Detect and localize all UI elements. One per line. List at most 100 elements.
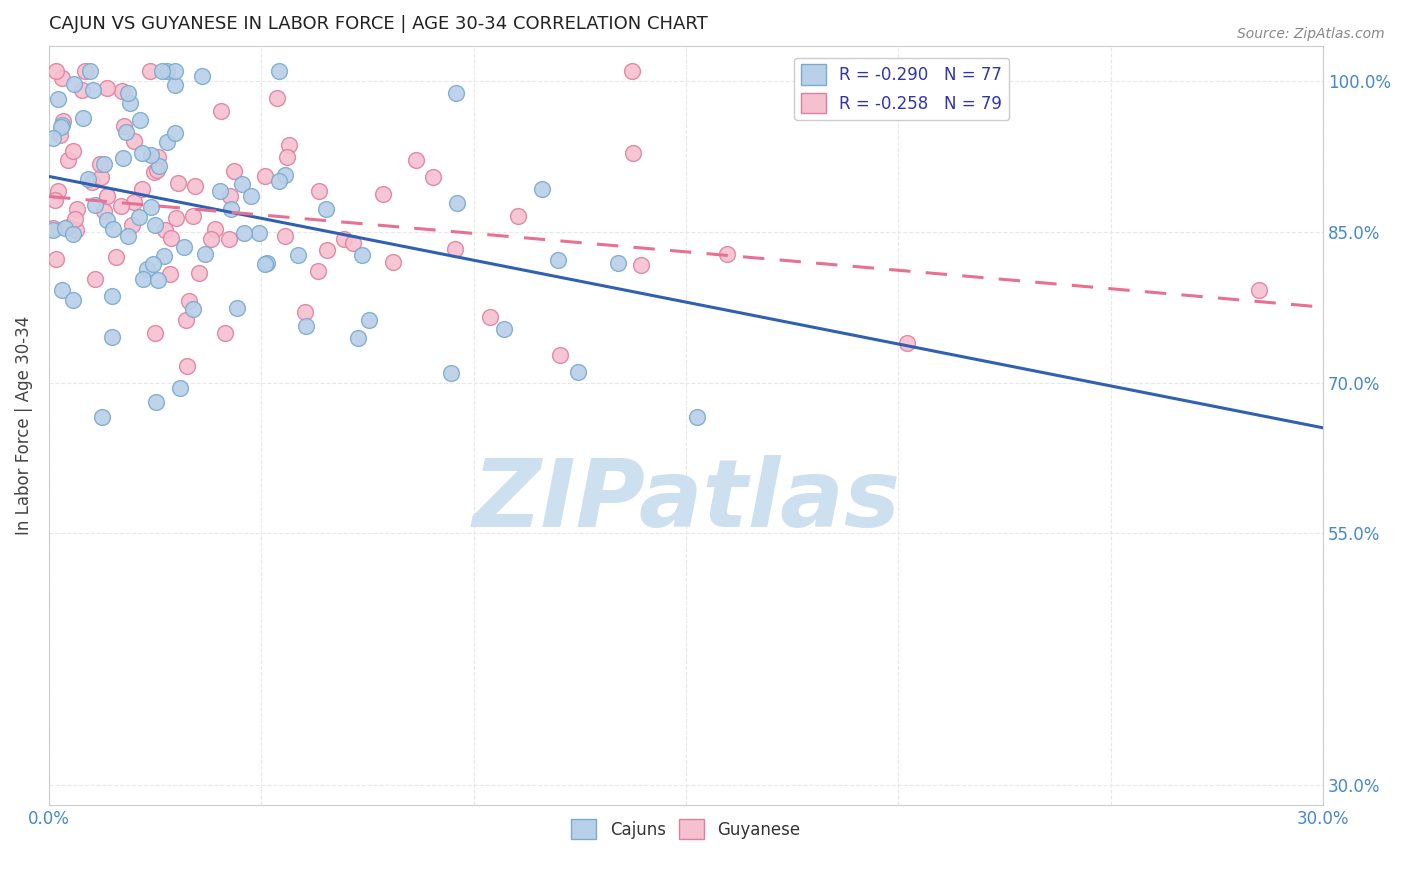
Point xyxy=(128,210,150,224)
Point xyxy=(176,359,198,373)
Point xyxy=(190,69,212,83)
Point xyxy=(93,204,115,219)
Point xyxy=(45,252,67,267)
Point xyxy=(253,257,276,271)
Point xyxy=(153,223,176,237)
Point xyxy=(124,134,146,148)
Point xyxy=(101,221,124,235)
Point xyxy=(65,211,87,226)
Point xyxy=(96,189,118,203)
Point xyxy=(79,63,101,78)
Point xyxy=(90,169,112,184)
Point xyxy=(266,91,288,105)
Point xyxy=(117,229,139,244)
Point xyxy=(547,252,569,267)
Point xyxy=(63,78,86,92)
Point xyxy=(287,248,309,262)
Point xyxy=(80,175,103,189)
Point xyxy=(165,211,187,226)
Point xyxy=(62,227,84,241)
Point xyxy=(307,264,329,278)
Point xyxy=(274,168,297,182)
Point xyxy=(174,313,197,327)
Point xyxy=(139,63,162,78)
Point xyxy=(218,188,240,202)
Point xyxy=(621,146,644,161)
Text: ZIPatlas: ZIPatlas xyxy=(472,455,900,548)
Point xyxy=(218,232,240,246)
Point xyxy=(83,198,105,212)
Point xyxy=(208,185,231,199)
Point xyxy=(146,273,169,287)
Point xyxy=(120,96,142,111)
Point xyxy=(42,131,65,145)
Point xyxy=(422,169,444,184)
Point xyxy=(567,365,589,379)
Point xyxy=(42,223,65,237)
Point xyxy=(446,196,468,211)
Point xyxy=(150,63,173,78)
Point xyxy=(267,174,290,188)
Point xyxy=(146,162,169,177)
Point xyxy=(308,184,330,198)
Point xyxy=(152,249,174,263)
Point xyxy=(446,86,468,100)
Point xyxy=(42,221,65,235)
Point xyxy=(315,202,337,217)
Point xyxy=(167,176,190,190)
Point xyxy=(548,348,571,362)
Point xyxy=(165,63,187,78)
Point xyxy=(278,138,301,153)
Point xyxy=(143,218,166,232)
Point xyxy=(100,289,122,303)
Point xyxy=(141,148,163,162)
Point xyxy=(156,63,179,78)
Point xyxy=(89,157,111,171)
Point xyxy=(49,120,72,134)
Point xyxy=(169,381,191,395)
Point xyxy=(1249,284,1271,298)
Point xyxy=(66,202,89,216)
Point xyxy=(45,63,67,78)
Point xyxy=(295,318,318,333)
Text: CAJUN VS GUYANESE IN LABOR FORCE | AGE 30-34 CORRELATION CHART: CAJUN VS GUYANESE IN LABOR FORCE | AGE 3… xyxy=(49,15,707,33)
Point xyxy=(194,247,217,261)
Point xyxy=(111,84,134,98)
Point xyxy=(52,114,75,128)
Point xyxy=(200,232,222,246)
Point xyxy=(143,326,166,340)
Point xyxy=(224,164,246,178)
Point xyxy=(72,112,94,126)
Point xyxy=(70,82,93,96)
Y-axis label: In Labor Force | Age 30-34: In Labor Force | Age 30-34 xyxy=(15,316,32,535)
Point xyxy=(62,293,84,307)
Point xyxy=(254,169,277,183)
Point xyxy=(214,326,236,341)
Point xyxy=(247,226,270,240)
Point xyxy=(159,267,181,281)
Point xyxy=(136,262,159,277)
Point xyxy=(382,255,405,269)
Point xyxy=(62,145,84,159)
Point xyxy=(117,87,139,101)
Point xyxy=(240,189,263,203)
Point xyxy=(219,202,242,217)
Point xyxy=(347,331,370,345)
Point xyxy=(233,226,256,240)
Point xyxy=(96,212,118,227)
Point xyxy=(274,228,297,243)
Point xyxy=(145,395,167,409)
Point xyxy=(163,126,186,140)
Point xyxy=(179,294,201,309)
Point xyxy=(111,152,134,166)
Point xyxy=(146,150,169,164)
Point xyxy=(112,119,135,133)
Point xyxy=(51,70,73,85)
Point xyxy=(51,118,73,132)
Point xyxy=(141,200,163,214)
Point xyxy=(55,221,77,235)
Point xyxy=(181,209,204,223)
Point xyxy=(142,164,165,178)
Point xyxy=(142,256,165,270)
Point xyxy=(156,135,179,149)
